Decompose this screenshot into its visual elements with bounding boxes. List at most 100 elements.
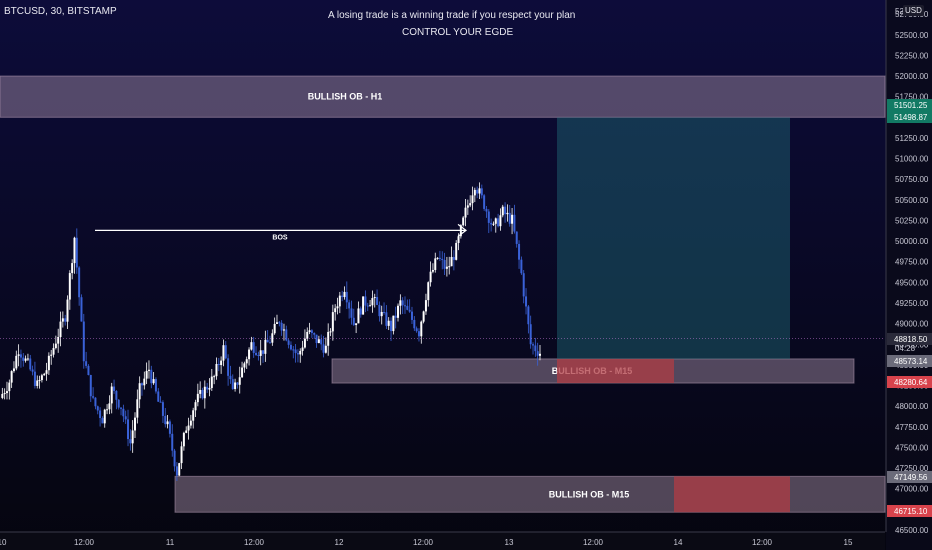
candle-body <box>273 323 276 334</box>
countdown-label: 04:28 <box>895 344 916 353</box>
candle-body <box>299 350 302 355</box>
candle-body <box>15 355 18 369</box>
candle-body <box>75 237 78 268</box>
candle-body <box>301 347 304 351</box>
candle-body <box>33 371 36 386</box>
candle-body <box>441 258 444 260</box>
candle-body <box>94 397 97 407</box>
candle-body <box>343 291 346 298</box>
candle-body <box>82 321 85 362</box>
candle-body <box>539 353 541 356</box>
candle-body <box>259 350 262 356</box>
candle-body <box>196 393 199 403</box>
candle-body <box>313 333 316 335</box>
candle-body <box>415 328 418 332</box>
candle-body <box>127 419 130 440</box>
candle-body <box>96 406 99 411</box>
candle-body <box>513 214 516 232</box>
candle-body <box>497 218 500 227</box>
price-label-bg <box>887 471 932 483</box>
candle-body <box>438 257 441 259</box>
candle-body <box>376 297 379 305</box>
candle-body <box>289 344 292 350</box>
candle-body <box>399 300 402 306</box>
candle-body <box>282 329 285 331</box>
candle-body <box>306 331 309 339</box>
candle-body <box>220 360 223 366</box>
candle-body <box>269 342 271 344</box>
candle-body <box>157 391 160 402</box>
candle-body <box>36 380 39 386</box>
candle-body <box>471 195 474 204</box>
candle-body <box>12 368 15 372</box>
candle-body <box>201 389 204 399</box>
y-tick-label: 52000.00 <box>895 72 929 81</box>
price-label: 48280.64 <box>894 378 928 387</box>
candle-body <box>3 393 6 395</box>
price-label-bg <box>887 333 932 345</box>
candle-body <box>136 399 139 418</box>
candle-body <box>408 309 411 312</box>
y-tick-label: 50000.00 <box>895 237 929 246</box>
candle-body <box>404 305 406 307</box>
price-label: 47149.56 <box>894 473 928 482</box>
x-tick-label: 15 <box>844 538 853 547</box>
candle-body <box>490 222 493 225</box>
candle-body <box>338 295 341 307</box>
candle-body <box>85 361 88 366</box>
price-axis <box>886 0 932 550</box>
candle-body <box>480 188 483 196</box>
note-line-2: CONTROL YOUR EGDE <box>402 27 514 38</box>
candle-body <box>341 295 344 298</box>
x-tick-label: 12:00 <box>244 538 265 547</box>
candle-body <box>187 425 190 431</box>
symbol-header: BTCUSD, 30, BITSTAMP <box>4 6 117 17</box>
candle-body <box>203 386 206 399</box>
candle-body <box>145 370 148 379</box>
candle-body <box>159 401 162 403</box>
price-label-bg <box>887 505 932 517</box>
candle-body <box>164 415 167 425</box>
candle-body <box>152 379 155 384</box>
candle-body <box>345 291 348 303</box>
price-label: 48573.14 <box>894 357 928 366</box>
candle-body <box>194 402 197 411</box>
candle-body <box>206 386 209 390</box>
bos-label: BOS <box>272 234 288 241</box>
candle-body <box>373 297 376 299</box>
candle-body <box>38 380 41 382</box>
y-tick-label: 51250.00 <box>895 134 929 143</box>
x-tick-label: 12:00 <box>74 538 95 547</box>
candle-body <box>292 349 295 351</box>
candle-body <box>154 379 157 392</box>
candle-body <box>73 237 76 264</box>
target-zone <box>557 117 790 359</box>
y-tick-label: 52250.00 <box>895 51 929 60</box>
candle-body <box>406 305 409 310</box>
candle-body <box>431 269 434 272</box>
x-tick-label: 12:00 <box>752 538 773 547</box>
candle-body <box>422 311 425 322</box>
y-tick-label: 52 <box>895 7 904 16</box>
candle-body <box>68 273 71 300</box>
candle-body <box>45 370 48 374</box>
candle-body <box>308 330 311 332</box>
candle-body <box>234 382 237 390</box>
candle-body <box>271 333 274 343</box>
time-axis <box>0 532 885 550</box>
candle-body <box>22 357 25 361</box>
candle-body <box>452 256 455 260</box>
candle-body <box>364 296 367 306</box>
candle-body <box>266 339 269 343</box>
candle-body <box>371 298 374 306</box>
candle-body <box>387 320 390 326</box>
candle-body <box>115 390 118 400</box>
candle-body <box>87 365 90 375</box>
candle-body <box>24 358 27 361</box>
candle-body <box>245 359 248 364</box>
candle-body <box>108 403 111 410</box>
candle-body <box>57 337 60 344</box>
candle-body <box>522 273 525 297</box>
